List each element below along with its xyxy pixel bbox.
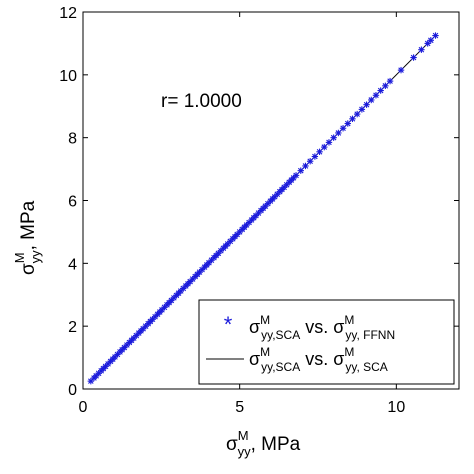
data-point bbox=[344, 120, 351, 127]
data-point bbox=[292, 172, 300, 179]
data-point bbox=[382, 82, 389, 90]
data-point bbox=[306, 158, 314, 165]
data-point bbox=[424, 40, 431, 47]
legend-entry-ffnn: σM yy,SCA vs. σM yy, FFNN bbox=[249, 313, 395, 342]
data-point bbox=[363, 101, 370, 108]
data-point bbox=[325, 139, 333, 146]
data-point bbox=[302, 162, 309, 170]
data-point bbox=[386, 77, 394, 85]
data-point bbox=[432, 32, 439, 39]
x-tick-labels: 0 5 10 bbox=[79, 399, 406, 416]
data-point bbox=[335, 129, 342, 137]
y-tick-label: 0 bbox=[68, 382, 77, 399]
data-point bbox=[418, 46, 425, 53]
data-points bbox=[87, 32, 439, 385]
x-tick-label: 10 bbox=[387, 399, 405, 416]
axis-ticks bbox=[82, 11, 459, 390]
data-point bbox=[339, 125, 347, 132]
y-axis-label: σMyy, MPa bbox=[12, 200, 43, 275]
y-tick-label: 12 bbox=[59, 5, 77, 22]
y-tick-label: 8 bbox=[68, 131, 77, 148]
data-point bbox=[377, 87, 384, 94]
data-point bbox=[330, 134, 337, 141]
x-tick-label: 0 bbox=[79, 399, 88, 416]
data-point bbox=[410, 54, 417, 61]
data-point bbox=[316, 148, 323, 156]
legend-entry-sca: σM yy,SCA vs. σM yy, SCA bbox=[249, 345, 388, 374]
x-tick-label: 5 bbox=[235, 399, 244, 416]
data-point bbox=[321, 143, 328, 151]
legend-marker-star: * bbox=[224, 312, 233, 337]
y-tick-label: 2 bbox=[68, 319, 77, 336]
y-tick-labels: 0 2 4 6 8 10 12 bbox=[59, 5, 77, 399]
data-point bbox=[397, 66, 405, 74]
data-point bbox=[358, 106, 366, 113]
x-axis-label: σM yy, MPa bbox=[226, 428, 301, 459]
data-point bbox=[297, 167, 304, 174]
data-point bbox=[349, 115, 356, 123]
data-point bbox=[368, 96, 375, 104]
data-point bbox=[427, 37, 434, 44]
legend-box bbox=[198, 299, 455, 385]
y-tick-label: 10 bbox=[59, 68, 77, 85]
y-tick-label: 4 bbox=[68, 256, 77, 273]
legend: * σM yy,SCA vs. σM yy, FFNN σM yy,SCA vs. σ… bbox=[198, 299, 455, 385]
data-point bbox=[311, 153, 319, 160]
r-annotation: r= 1.0000 bbox=[161, 91, 242, 112]
data-point bbox=[353, 110, 361, 118]
y-tick-label: 6 bbox=[68, 194, 77, 211]
data-point bbox=[372, 92, 380, 99]
